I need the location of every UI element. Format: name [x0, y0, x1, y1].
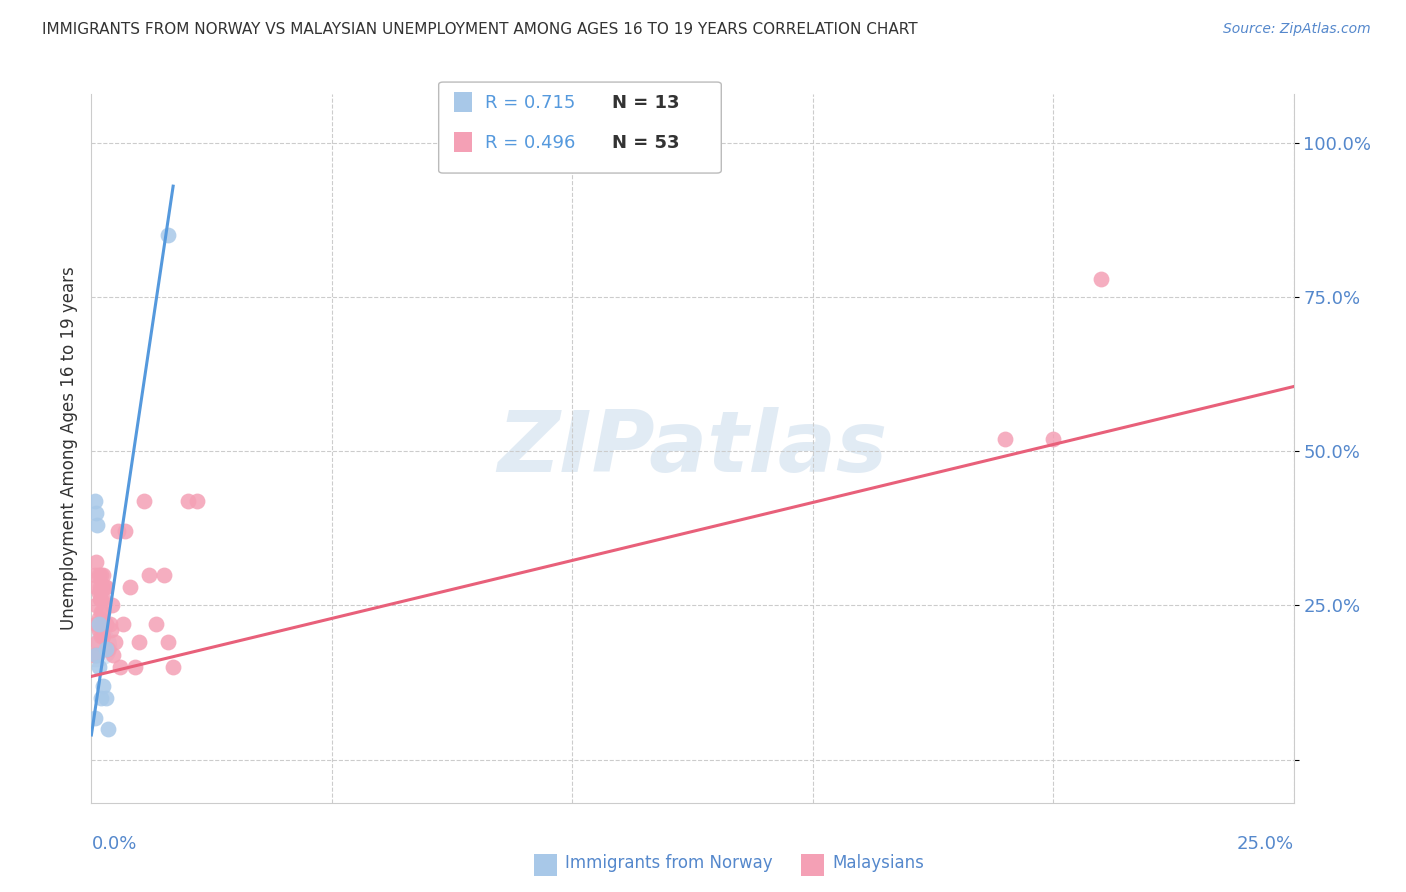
Point	[94, 617, 117, 632]
Point	[107, 524, 129, 539]
Point	[134, 493, 156, 508]
Text: Source: ZipAtlas.com: Source: ZipAtlas.com	[1223, 22, 1371, 37]
Point	[176, 493, 198, 508]
Point	[84, 555, 107, 569]
Point	[93, 567, 115, 582]
Point	[100, 623, 122, 637]
Point	[90, 605, 112, 619]
Point	[84, 567, 107, 582]
Point	[84, 617, 107, 632]
Text: Immigrants from Norway: Immigrants from Norway	[565, 854, 773, 871]
Point	[104, 635, 127, 649]
Point	[86, 635, 108, 649]
Text: N = 13: N = 13	[612, 94, 679, 112]
Point	[94, 641, 117, 656]
Point	[97, 641, 120, 656]
Point	[87, 623, 110, 637]
Point	[86, 648, 108, 662]
Point	[994, 432, 1017, 446]
Point	[97, 722, 120, 736]
Text: N = 53: N = 53	[612, 134, 679, 152]
Point	[89, 580, 111, 594]
Point	[84, 493, 107, 508]
Point	[1042, 432, 1064, 446]
Point	[84, 639, 107, 653]
Point	[84, 648, 107, 662]
Point	[138, 567, 160, 582]
Point	[90, 690, 112, 705]
Point	[90, 592, 112, 607]
Point	[128, 635, 150, 649]
Point	[114, 524, 136, 539]
Point	[94, 617, 117, 632]
Point	[110, 660, 132, 674]
Point	[186, 493, 208, 508]
Point	[96, 641, 118, 656]
Point	[157, 228, 180, 243]
Point	[152, 567, 174, 582]
Text: 25.0%: 25.0%	[1236, 835, 1294, 853]
Point	[87, 586, 110, 600]
Point	[111, 617, 134, 632]
Text: R = 0.715: R = 0.715	[485, 94, 575, 112]
Point	[124, 660, 146, 674]
Point	[91, 580, 114, 594]
Point	[1090, 271, 1112, 285]
Point	[86, 518, 108, 533]
Point	[93, 605, 115, 619]
Text: Malaysians: Malaysians	[832, 854, 924, 871]
Point	[87, 611, 110, 625]
Point	[162, 660, 184, 674]
Point	[87, 617, 110, 632]
Y-axis label: Unemployment Among Ages 16 to 19 years: Unemployment Among Ages 16 to 19 years	[59, 267, 77, 630]
Point	[84, 580, 107, 594]
Point	[89, 592, 111, 607]
Point	[84, 599, 107, 613]
Point	[87, 660, 110, 674]
Text: 0.0%: 0.0%	[91, 835, 136, 853]
Point	[145, 617, 167, 632]
Point	[98, 617, 121, 632]
Point	[94, 580, 117, 594]
Point	[93, 629, 115, 643]
Point	[101, 648, 124, 662]
Point	[91, 617, 114, 632]
Point	[84, 711, 107, 725]
Point	[93, 592, 115, 607]
Point	[87, 567, 110, 582]
Point	[94, 580, 117, 594]
Point	[90, 629, 112, 643]
Text: ZIPatlas: ZIPatlas	[498, 407, 887, 490]
Point	[100, 599, 122, 613]
Point	[94, 690, 117, 705]
Point	[157, 635, 180, 649]
Point	[118, 580, 141, 594]
Point	[93, 679, 115, 693]
Point	[84, 506, 107, 520]
Text: R = 0.496: R = 0.496	[485, 134, 575, 152]
Text: IMMIGRANTS FROM NORWAY VS MALAYSIAN UNEMPLOYMENT AMONG AGES 16 TO 19 YEARS CORRE: IMMIGRANTS FROM NORWAY VS MALAYSIAN UNEM…	[42, 22, 918, 37]
Point	[83, 648, 105, 662]
Point	[90, 567, 112, 582]
